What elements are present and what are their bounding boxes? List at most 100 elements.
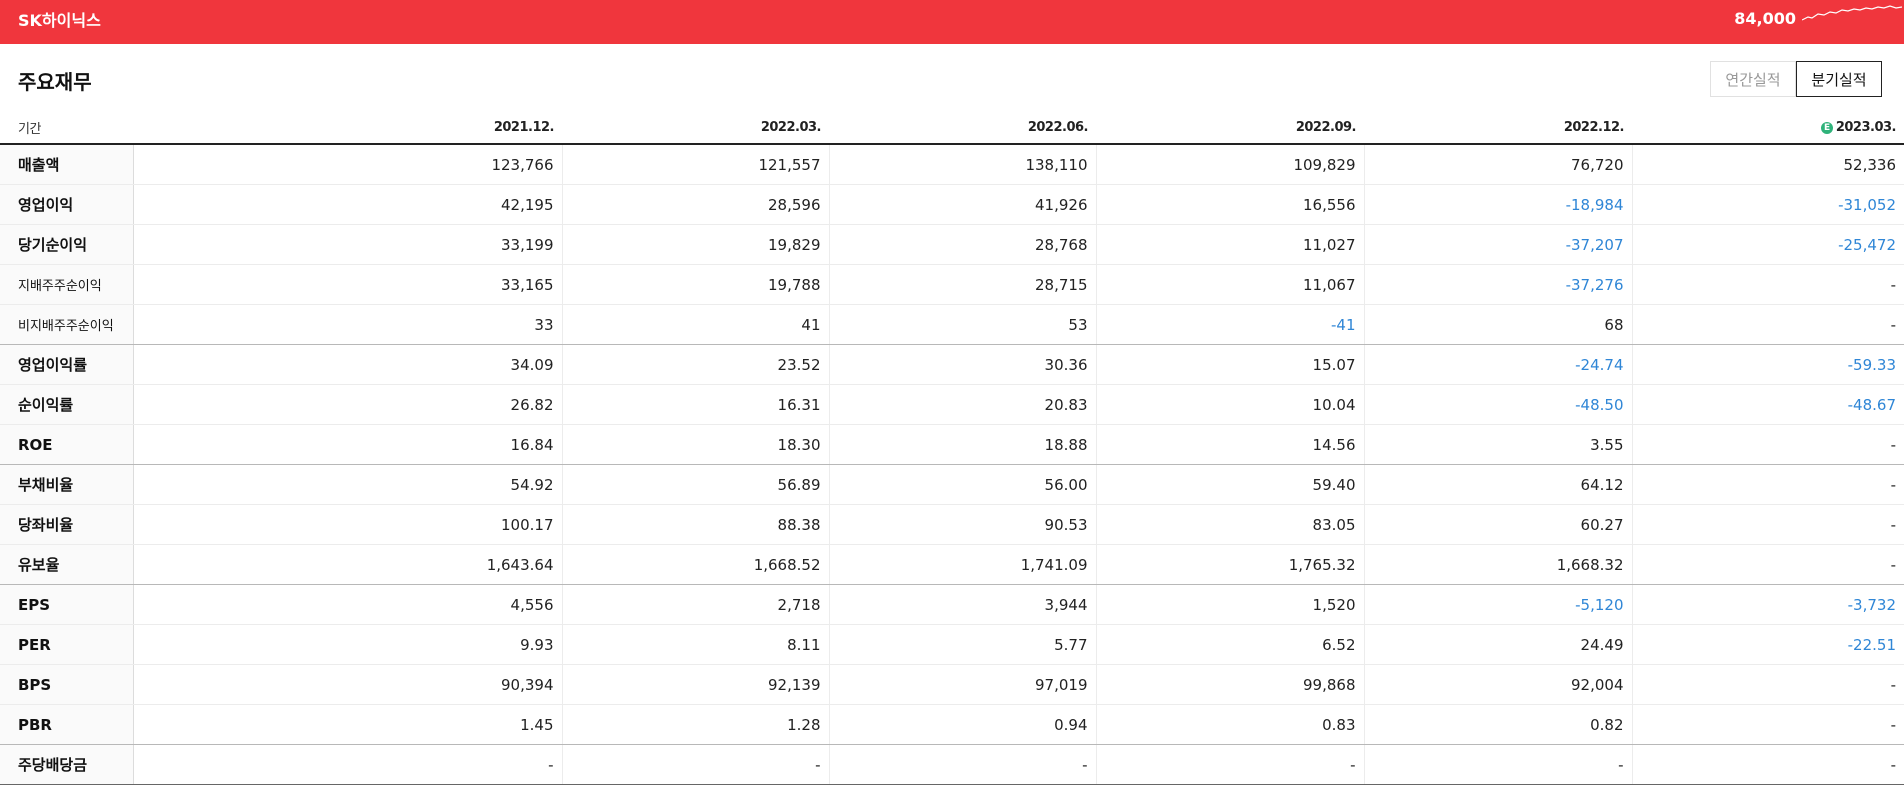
stock-header-bar: SK하이닉스 84,000 [0,0,1904,44]
table-cell: 99,868 [1095,664,1364,705]
table-cell: 28,715 [828,264,1096,305]
table-cell: 16.31 [561,384,829,425]
column-header: 2022.03. [562,111,829,145]
table-row: 당좌비율 100.17 88.38 90.53 83.05 60.27- [0,504,1904,545]
table-cell: 30.36 [828,344,1096,385]
company-name[interactable]: SK하이닉스 [18,11,101,30]
table-cell: 4,556 [132,584,562,625]
table-cell: 42,195 [132,184,562,225]
table-row: 영업이익률 34.09 23.52 30.36 15.07 -24.74 -59.33 [0,344,1904,385]
row-label: PBR [0,704,134,745]
table-cell: - [828,744,1096,785]
table-row: EPS 4,556 2,718 3,944 1,520 -5,120 -3,732 [0,584,1904,625]
section-title: 주요재무 [18,70,92,94]
column-header-label: 2023.03. [1835,119,1897,135]
table-cell: 1,765.32 [1095,544,1364,585]
row-label: 영업이익 [0,184,134,225]
table-row: BPS 90,394 92,139 97,019 99,868 92,004- [0,664,1904,705]
table-cell: 1,668.52 [561,544,829,585]
estimate-badge-icon: E [1820,121,1833,134]
table-cell: 8.11 [561,624,829,665]
table-cell: 53 [828,304,1096,345]
table-row: 영업이익 42,195 28,596 41,926 16,556 -18,984 -31,0… [0,184,1904,225]
table-cell: 0.82 [1363,704,1632,745]
table-row: 당기순이익 33,199 19,829 28,768 11,027 -37,207 -25,… [0,224,1904,265]
table-cell: 92,139 [561,664,829,705]
table-cell: 19,788 [561,264,829,305]
period-header: 기간 [0,111,133,145]
table-cell: - [1363,744,1632,785]
table-cell: 52,336 [1631,144,1904,185]
table-row: 지배주주순이익 33,165 19,788 28,715 11,067 -37,276- [0,264,1904,305]
table-cell: 5.77 [828,624,1096,665]
table-cell: - [1631,424,1904,465]
table-cell: 97,019 [828,664,1096,705]
table-cell: 11,067 [1095,264,1364,305]
table-cell: 28,596 [561,184,829,225]
table-cell: -5,120 [1363,584,1632,625]
table-cell: -48.50 [1363,384,1632,425]
table-cell: 123,766 [132,144,562,185]
table-cell: 56.00 [828,464,1096,505]
table-cell: -37,207 [1363,224,1632,265]
table-cell: - [1631,464,1904,505]
annual-results-button[interactable]: 연간실적 [1710,61,1796,97]
table-row: 유보율 1,643.64 1,668.52 1,741.09 1,765.32 1,668… [0,544,1904,585]
table-row: 주당배당금 - - - - - - [0,744,1904,785]
table-cell: - [1631,264,1904,305]
table-cell: 10.04 [1095,384,1364,425]
table-cell: 92,004 [1363,664,1632,705]
table-cell: - [1095,744,1364,785]
table-cell: 109,829 [1095,144,1364,185]
table-cell: 1,741.09 [828,544,1096,585]
row-label: BPS [0,664,134,705]
row-label: 매출액 [0,144,134,185]
table-cell: -22.51 [1631,624,1904,665]
table-cell: -59.33 [1631,344,1904,385]
table-cell: 1,520 [1095,584,1364,625]
table-cell: - [1631,744,1904,785]
row-label: 부채비율 [0,464,134,505]
table-cell: - [1631,504,1904,545]
column-header: 2021.12. [133,111,562,145]
table-cell: -31,052 [1631,184,1904,225]
table-cell: -18,984 [1363,184,1632,225]
table-cell: 68 [1363,304,1632,345]
table-cell: 90,394 [132,664,562,705]
table-cell: 2,718 [561,584,829,625]
table-cell: 3,944 [828,584,1096,625]
table-cell: 0.94 [828,704,1096,745]
table-cell: -48.67 [1631,384,1904,425]
table-cell: -41 [1095,304,1364,345]
table-cell: -3,732 [1631,584,1904,625]
table-cell: 138,110 [828,144,1096,185]
table-cell: 0.83 [1095,704,1364,745]
price-sparkline-icon [1802,5,1902,21]
table-cell: 83.05 [1095,504,1364,545]
row-label: 주당배당금 [0,744,134,785]
table-cell: - [561,744,829,785]
table-cell: - [1631,304,1904,345]
row-label: PER [0,624,134,665]
table-cell: 88.38 [561,504,829,545]
table-cell: 64.12 [1363,464,1632,505]
table-cell: 33 [132,304,562,345]
quarterly-results-button[interactable]: 분기실적 [1796,61,1882,97]
table-cell: 18.30 [561,424,829,465]
table-cell: 60.27 [1363,504,1632,545]
table-cell: - [1631,544,1904,585]
table-cell: 59.40 [1095,464,1364,505]
column-header: 2022.09. [1096,111,1364,145]
table-row: 비지배주주순이익 33 41 53 -41 68- [0,304,1904,345]
row-label: 당기순이익 [0,224,134,265]
table-cell: 20.83 [828,384,1096,425]
table-cell: 90.53 [828,504,1096,545]
table-cell: 100.17 [132,504,562,545]
table-row: 순이익률 26.82 16.31 20.83 10.04 -48.50 -48.67 [0,384,1904,425]
table-cell: 24.49 [1363,624,1632,665]
table-cell: 33,165 [132,264,562,305]
table-cell: 41 [561,304,829,345]
table-cell: 41,926 [828,184,1096,225]
table-cell: - [132,744,562,785]
table-cell: 76,720 [1363,144,1632,185]
